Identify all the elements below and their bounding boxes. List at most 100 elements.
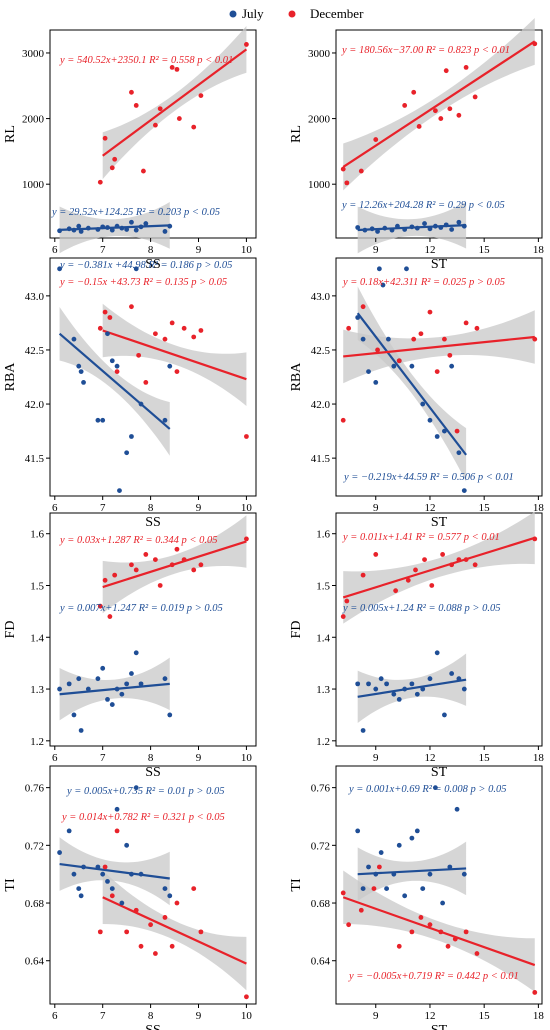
december-point <box>360 572 366 578</box>
december-point <box>102 309 108 315</box>
y-tick-label: 0.64 <box>25 956 45 968</box>
july-regression-annotation: y = 0.001x+0.69 R² = 0.008 p > 0.05 <box>348 784 506 795</box>
july-point <box>100 224 106 230</box>
x-axis-label: ST <box>431 765 448 780</box>
july-point <box>76 676 82 682</box>
y-tick-label: 41.5 <box>311 453 331 465</box>
july-point <box>124 227 130 232</box>
july-point <box>114 686 120 692</box>
july-point <box>95 227 101 232</box>
july-point <box>71 712 77 718</box>
july-point <box>133 266 139 272</box>
december-point <box>532 990 538 995</box>
july-point <box>76 363 82 369</box>
december-regression-annotation: y = 0.18x+42.311 R² = 0.025 p > 0.05 <box>342 277 505 288</box>
july-point <box>434 434 440 439</box>
july-point <box>133 650 139 656</box>
legend-july-marker <box>229 10 237 18</box>
december-point <box>244 994 249 1000</box>
july-point <box>420 401 426 407</box>
december-point <box>169 562 175 568</box>
july-point <box>162 886 168 892</box>
december-point <box>376 864 382 870</box>
x-tick-label: 12 <box>424 1010 435 1022</box>
y-tick-label: 0.68 <box>311 898 331 910</box>
december-point <box>411 336 417 342</box>
december-point <box>129 562 134 568</box>
december-point <box>174 369 180 374</box>
july-point <box>109 227 115 233</box>
december-point <box>472 562 478 568</box>
december-regression-annotation: y = 0.014x+0.782 R² = 0.321 p < 0.05 <box>61 812 225 823</box>
december-fit-line <box>102 329 247 381</box>
december-fit-line <box>102 48 248 157</box>
july-point <box>360 886 366 892</box>
july-point <box>461 686 467 692</box>
july-point <box>81 864 86 870</box>
december-point <box>375 347 380 353</box>
december-regression-annotation: y = −0.005x+0.719 R² = 0.442 p < 0.01 <box>348 971 519 982</box>
july-point <box>447 864 453 870</box>
december-point <box>396 358 402 364</box>
july-point <box>449 671 455 676</box>
july-regression-annotation: y = 0.007x+1.247 R² = 0.019 p > 0.05 <box>59 603 223 614</box>
december-regression-annotation: y = 180.56x−37.00 R² = 0.823 p < 0.01 <box>341 45 510 56</box>
december-point <box>112 156 118 162</box>
y-tick-label: 1.2 <box>30 736 44 748</box>
december-point <box>124 929 130 935</box>
december-point <box>411 89 417 95</box>
december-point <box>360 304 366 310</box>
december-point <box>373 137 379 142</box>
july-point <box>454 806 460 812</box>
july-point <box>449 227 455 232</box>
panel-ti-vs-st: 9 12 15 18 0.64 0.68 0.72 0.76 ST TI y = 0.001x+0.… <box>289 765 544 1030</box>
december-point <box>162 915 168 920</box>
y-tick-label: 41.5 <box>25 453 45 465</box>
y-tick-label: 0.72 <box>311 840 330 852</box>
july-point <box>389 227 395 233</box>
july-point <box>380 282 386 288</box>
july-point <box>78 728 84 733</box>
december-point <box>244 434 249 439</box>
december-point <box>198 93 204 99</box>
july-point <box>119 900 125 906</box>
december-point <box>452 936 458 942</box>
december-point <box>138 943 144 949</box>
december-point <box>340 614 346 619</box>
december-point <box>129 304 134 310</box>
july-point <box>78 893 84 899</box>
december-point <box>344 598 350 604</box>
december-point <box>148 922 154 928</box>
july-point <box>57 850 62 855</box>
x-tick-label: 8 <box>148 752 154 764</box>
panel-ti-vs-ss: 6 7 8 9 10 0.64 0.68 0.72 0.76 SS TI y = 0.005x+0.7… <box>3 765 257 1030</box>
july-fit-line <box>59 862 170 880</box>
december-point <box>427 922 433 928</box>
y-tick-label: 1000 <box>22 179 45 191</box>
july-point <box>95 417 101 423</box>
y-tick-label: 0.68 <box>25 898 45 910</box>
december-point <box>422 557 427 562</box>
december-point <box>129 89 134 95</box>
december-point <box>454 428 460 434</box>
july-point <box>461 488 467 493</box>
december-point <box>442 336 447 342</box>
july-point <box>373 871 379 877</box>
july-regression-annotation: y = −0.219x+44.59 R² = 0.506 p < 0.01 <box>343 472 514 483</box>
plot-frame <box>49 257 257 497</box>
x-tick-label: 18 <box>533 502 545 514</box>
december-fit-line <box>102 540 247 589</box>
july-point <box>456 219 462 225</box>
december-point <box>418 915 424 920</box>
july-point <box>105 225 110 230</box>
december-point <box>463 557 469 562</box>
december-point <box>358 168 364 174</box>
x-tick-label: 12 <box>424 502 435 514</box>
december-point <box>463 65 469 70</box>
december-point <box>109 165 115 171</box>
december-point <box>191 886 197 892</box>
july-regression-annotation: y = 12.26x+204.28 R² = 0.29 p < 0.05 <box>341 200 505 211</box>
july-point <box>384 681 389 687</box>
december-point <box>340 890 346 896</box>
july-point <box>95 864 101 870</box>
